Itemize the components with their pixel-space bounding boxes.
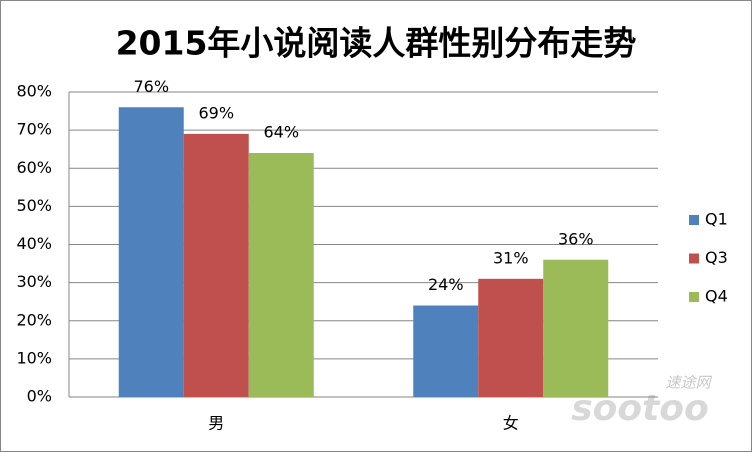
x-tick-label: 男 (208, 414, 224, 433)
data-label: 69% (198, 103, 234, 122)
y-tick-label: 50% (16, 196, 52, 215)
legend-label: Q4 (705, 287, 728, 306)
legend-label: Q1 (705, 210, 728, 229)
y-tick-label: 30% (16, 272, 52, 291)
bar (118, 107, 184, 397)
legend-swatch (689, 215, 699, 225)
y-tick-label: 70% (16, 120, 52, 139)
data-label: 76% (133, 77, 169, 96)
data-label: 64% (263, 123, 299, 142)
data-label: 36% (558, 229, 594, 248)
bar (543, 259, 609, 397)
watermark: 速途网 (665, 374, 712, 392)
legend-swatch (689, 253, 699, 264)
legend-label: Q3 (705, 248, 728, 267)
y-tick-label: 80% (16, 82, 52, 101)
y-tick-label: 40% (16, 234, 52, 253)
data-label: 24% (428, 275, 464, 294)
y-tick-label: 0% (27, 387, 52, 406)
bar (478, 278, 544, 397)
bar (413, 305, 479, 397)
legend-swatch (689, 292, 699, 302)
y-tick-label: 10% (16, 348, 52, 367)
bar (183, 133, 249, 397)
data-label: 31% (493, 248, 529, 267)
x-tick-label: 女 (503, 414, 519, 433)
y-tick-label: 60% (16, 158, 52, 177)
y-tick-label: 20% (16, 310, 52, 329)
bar (248, 153, 314, 397)
chart-title: 2015年小说阅读人群性别分布走势 (116, 24, 637, 63)
